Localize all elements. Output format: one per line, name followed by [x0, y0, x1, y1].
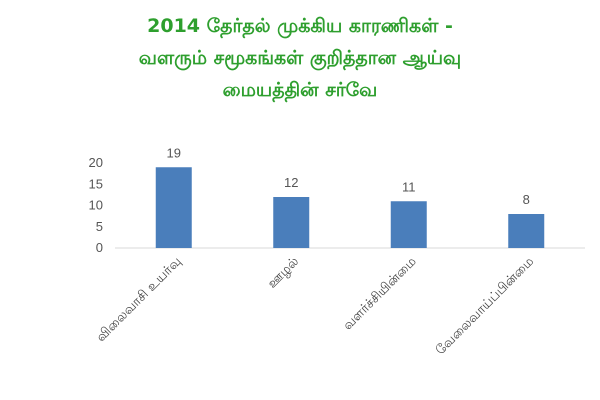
chart-title: 2014 தேர்தல் முக்கிய காரணிகள் - வளரும் ச…	[0, 10, 600, 106]
bars	[155, 167, 545, 248]
y-tick-label: 0	[96, 240, 103, 255]
category-label: ஊழல்	[265, 254, 302, 291]
chart-title-line: வளரும் சமூகங்கள் குறித்தான ஆய்வு	[138, 47, 462, 69]
bar	[390, 201, 427, 248]
category-label: வேலைவாய்ப்பின்மை	[433, 254, 537, 358]
data-label: 19	[167, 145, 181, 160]
chart-title-line: மையத்தின் சர்வே	[222, 79, 378, 101]
y-axis-ticks: 0 5 10 15 20	[89, 155, 103, 255]
data-label: 11	[402, 179, 416, 194]
data-label: 12	[284, 175, 298, 190]
data-labels: 19 12 11 8	[167, 145, 530, 207]
chart-title-line: 2014 தேர்தல் முக்கிய காரணிகள் -	[147, 15, 453, 37]
bar	[273, 197, 310, 248]
y-tick-label: 15	[89, 176, 103, 191]
category-label: விலைவாசி உயர்வு	[94, 254, 185, 345]
y-tick-label: 20	[89, 155, 103, 170]
y-tick-label: 5	[96, 219, 103, 234]
category-label: வளர்ச்சியின்மை	[340, 254, 419, 333]
data-label: 8	[523, 192, 530, 207]
bar	[508, 214, 545, 248]
bar	[155, 167, 192, 248]
y-tick-label: 10	[89, 198, 103, 213]
category-labels: விலைவாசி உயர்வு ஊழல் வளர்ச்சியின்மை வேலைவாய…	[94, 254, 537, 358]
